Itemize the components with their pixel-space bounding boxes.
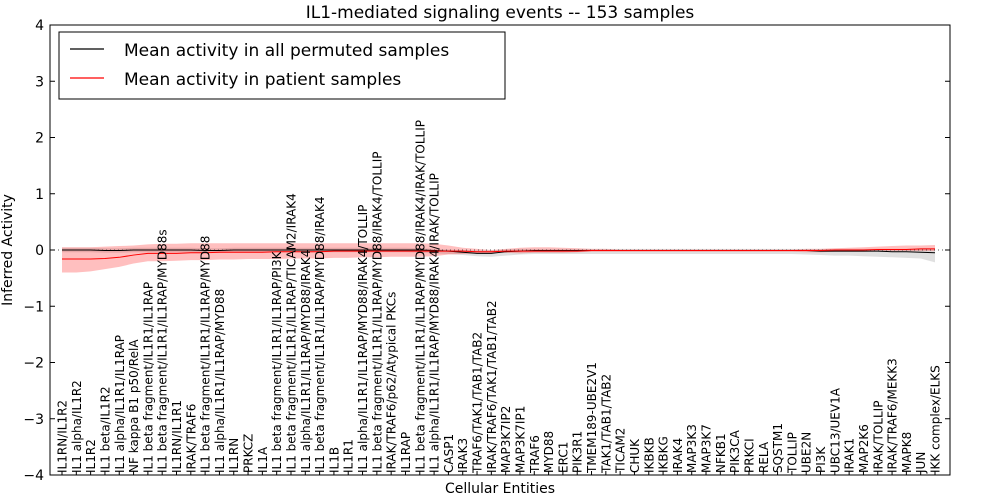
x-category-label: CASP1 [442,434,456,473]
legend-box [58,31,506,100]
x-category-label: MAP2K6 [857,424,871,473]
x-category-label: IRAK/TRAF6/TAK1/TAB1/TAB2 [485,300,499,473]
x-category-labels: IL1RN/IL1R2 IL1 alpha/IL1R2 IL1R2 IL1 beta/… [56,120,943,475]
x-category-label: NF kappa B1 p50/RelA [127,339,141,473]
x-category-label: IKK complex/ELKS [929,365,943,473]
x-category-label: TRAF6/TAK1/TAB1/TAB2 [471,332,485,474]
x-category-label: UBC13/UEV1A [828,387,842,473]
x-category-label: IKBKB [642,437,656,473]
x-category-label: IL1RAP [399,432,413,473]
y-tick-label: −2 [23,356,44,372]
x-category-label: PI3K [814,446,828,473]
x-category-label: IL1A [256,446,270,473]
x-category-label: SQSTM1 [771,423,785,473]
x-category-label: MYD88 [542,431,556,473]
x-category-label: MAP3K3 [685,424,699,473]
x-category-label: PRKCZ [242,434,256,473]
x-category-label: TAK1/TAB1/TAB2 [599,374,613,474]
x-category-label: IL1B [327,447,341,473]
x-category-label: IL1R2 [84,439,98,473]
x-category-label: CHUK [628,438,642,473]
x-category-label: IL1 beta fragment/IL1R1/IL1RAP/MYD88/IRA… [370,152,384,473]
y-tick-label: 0 [35,243,44,259]
confidence-bands [62,243,935,273]
x-category-label: MAP3K7IP1 [513,406,527,473]
x-category-label: ERC1 [556,442,570,473]
x-category-label: IRAK/TRAF6 [184,404,198,473]
y-tick-label: 1 [35,187,44,203]
x-category-label: IL1 alpha/IL1R1/IL1RAP/MYD88/IRAK4 [299,250,313,473]
x-category-label: IRAK3 [456,438,470,473]
legend-label-permuted: Mean activity in all permuted samples [124,41,449,61]
x-category-label: IL1 beta fragment/IL1R1/IL1RAP/MYD88 [199,236,213,473]
patient-line [62,248,935,260]
x-category-label: TRAF6 [528,435,542,474]
x-category-label: TOLLIP [785,432,799,474]
x-category-label: IRAK/TRAF6/MEKK3 [886,358,900,473]
x-category-label: IL1RN [227,438,241,473]
y-tick-label: 3 [35,74,44,90]
y-axis-title: Inferred Activity [0,194,16,306]
y-tick-label: −1 [23,299,44,315]
x-category-label: NFKB1 [714,433,728,473]
series-lines [62,248,936,260]
x-category-label: IL1RN/IL1R2 [56,400,70,473]
y-ticks: −4 −3 −2 −1 0 1 2 3 4 [23,18,950,484]
x-category-label: IL1 alpha/IL1R1/IL1RAP/MYD88/IRAK4/IRAK/… [428,173,442,473]
x-category-label: MAPK8 [900,432,914,473]
x-category-label: MAP3K7IP2 [499,406,513,473]
y-tick-label: 2 [35,131,44,147]
y-tick-label: 4 [35,18,44,34]
x-category-label: IL1 beta fragment/IL1R1/IL1RAP/MYD88s [156,229,170,473]
x-category-label: IL1 beta fragment/IL1R1/IL1RAP [141,282,155,473]
x-category-label: IRAK4 [671,438,685,473]
x-category-label: IL1 beta fragment/IL1R1/IL1RAP/MYD88/IRA… [313,196,327,473]
x-category-label: IRAK/TRAF6/p62/Atypical PKCs [385,292,399,473]
legend-label-patient: Mean activity in patient samples [124,70,401,90]
x-category-label: RELA [757,441,771,473]
y-tick-label: −3 [23,412,44,428]
x-category-label: IRAK/TOLLIP [871,401,885,473]
x-category-label: TICAM2 [614,428,628,474]
x-axis-title: Cellular Entities [445,481,555,497]
x-category-label: IL1 beta fragment/IL1R1/IL1RAP/MYD88/IRA… [413,120,427,473]
legend: Mean activity in all permuted samples Me… [58,31,506,100]
x-category-label: IL1 beta fragment/IL1R1/IL1RAP/TICAM2/IR… [284,193,298,473]
x-category-label: IL1RN/IL1R1 [170,400,184,473]
x-category-label: IL1 alpha/IL1R1/IL1RAP/MYD88 [213,289,227,473]
chart-title: IL1-mediated signaling events -- 153 sam… [306,3,695,23]
x-category-label: UBE2N [800,432,814,473]
x-category-label: IL1 alpha/IL1R1/IL1RAP [113,335,127,473]
y-tick-label: −4 [23,468,44,484]
x-category-label: IL1 alpha/IL1R1/IL1RAP/MYD88/IRAK4/TOLLI… [356,205,370,473]
x-category-label: IL1 alpha/IL1R2 [70,380,84,473]
x-category-label: PIK3CA [728,429,742,473]
x-category-label: TMEM189-UBE2V1 [585,362,599,474]
x-category-label: PIK3R1 [571,431,585,473]
x-category-label: IRAK1 [843,438,857,473]
x-category-label: MAP3K7 [700,424,714,473]
x-category-label: IL1 beta fragment/IL1R1/IL1RAP/PI3K [270,250,284,473]
x-category-label: IL1R1 [342,439,356,473]
x-category-label: IL1 beta/IL1R2 [98,386,112,473]
x-category-label: IKBKG [657,436,671,473]
x-category-label: PRKCI [742,438,756,473]
x-category-label: JUN [914,452,928,474]
patient-band [62,243,935,273]
